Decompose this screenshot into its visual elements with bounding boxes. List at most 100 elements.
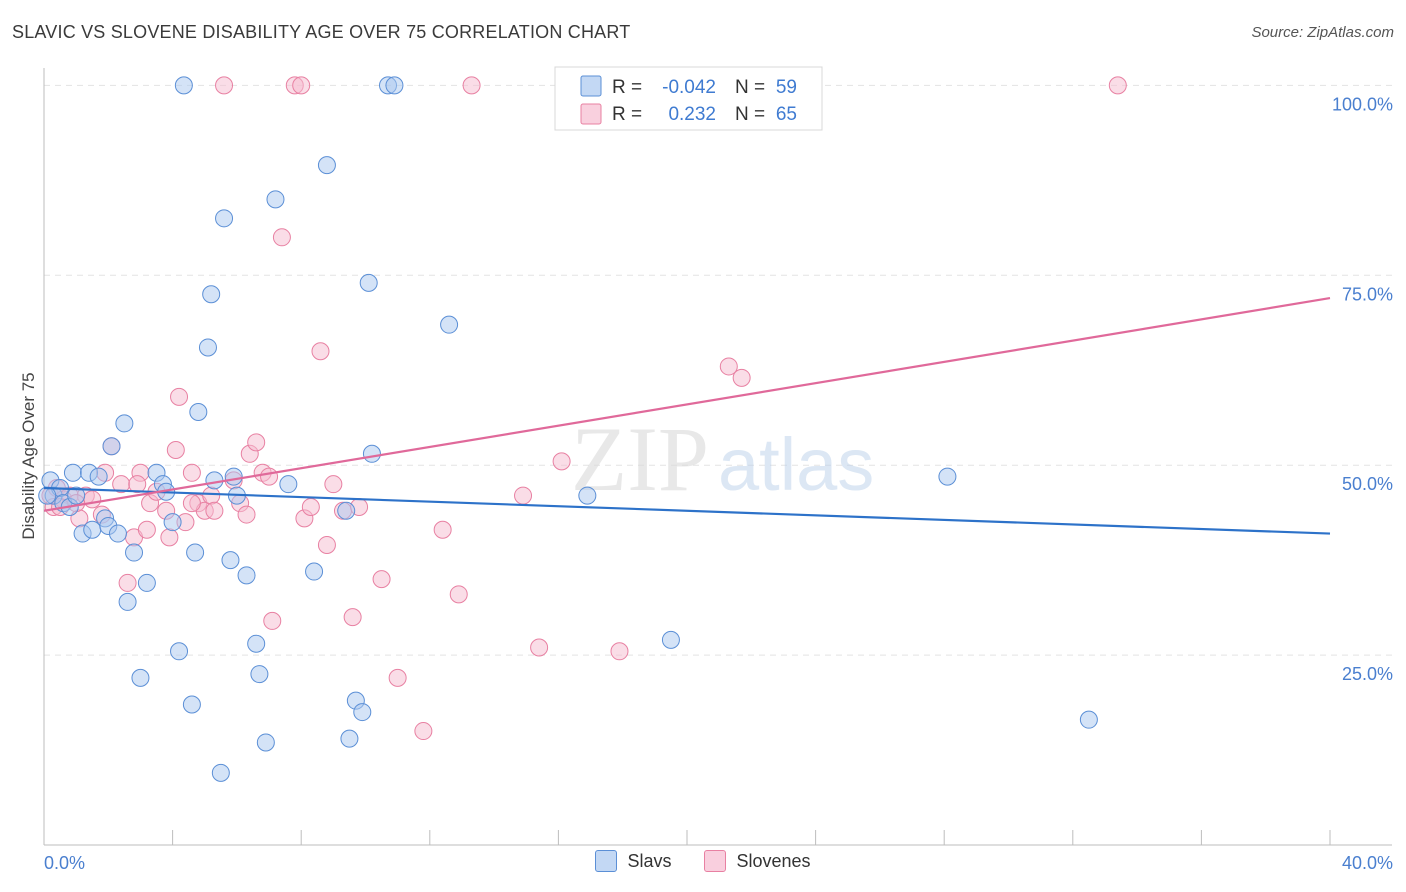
slav-point <box>221 551 240 570</box>
slovene-point <box>182 494 201 513</box>
trend-lines <box>43 296 1331 535</box>
y-tick-label: 100.0% <box>1332 94 1393 114</box>
slav-point <box>440 315 459 334</box>
slav-point <box>125 543 144 562</box>
slav-point <box>1079 710 1098 729</box>
slovene-point <box>205 501 224 520</box>
slovene-point <box>514 486 533 505</box>
slav-point <box>170 642 189 661</box>
slav-point <box>131 668 150 687</box>
legend-n-value-slavs: 59 <box>776 77 797 98</box>
legend-label-slovenes: Slovenes <box>736 850 811 871</box>
slovene-point <box>530 638 549 657</box>
slav-point <box>102 437 121 456</box>
watermark-atlas: atlas <box>718 423 874 506</box>
legend-n-value-slovenes: 65 <box>776 104 797 125</box>
slovene-point <box>182 463 201 482</box>
slovene-point <box>311 342 330 361</box>
slovene-point <box>83 490 102 509</box>
slav-point <box>211 763 230 782</box>
slav-point <box>224 467 243 486</box>
legend-swatch-slavs <box>580 75 602 97</box>
slovene-point <box>292 76 311 95</box>
slav-point <box>385 76 404 95</box>
tick-labels: 25.0% 50.0% 75.0% 100.0% 0.0% 40.0% <box>44 94 1393 873</box>
legend-r-label-slovenes: R = <box>612 104 642 125</box>
y-tick-label: 75.0% <box>1342 284 1393 304</box>
slovene-point <box>272 228 291 247</box>
slav-point <box>67 486 86 505</box>
legend-r-value-slavs: -0.042 <box>662 77 716 98</box>
bottom-legend: Slavs Slovenes <box>0 850 1406 877</box>
legend-n-label-slovenes: N = <box>735 104 765 125</box>
slovene-point <box>732 368 751 387</box>
legend-n-label-slavs: N = <box>735 77 765 98</box>
slav-point <box>89 467 108 486</box>
slovene-point <box>260 467 279 486</box>
gridlines <box>44 84 1392 656</box>
slav-point <box>266 190 285 209</box>
slav-point <box>186 543 205 562</box>
slovenes-trend-line <box>43 296 1331 512</box>
slav-point <box>938 467 957 486</box>
slav-point <box>279 475 298 494</box>
source-label: Source: ZipAtlas.com <box>1251 24 1394 41</box>
y-tick-label: 50.0% <box>1342 474 1393 494</box>
slav-point <box>118 592 137 611</box>
slav-point <box>578 486 597 505</box>
slovene-point <box>610 642 629 661</box>
slovene-point <box>317 535 336 554</box>
slovene-point <box>215 76 234 95</box>
slav-point <box>353 703 372 722</box>
slav-point <box>115 414 134 433</box>
slovene-point <box>388 668 407 687</box>
slavs-trend-line <box>43 486 1331 535</box>
slovene-point <box>372 570 391 589</box>
slav-point <box>359 273 378 292</box>
x-tick-label-end: 40.0% <box>1342 853 1393 873</box>
stats-legend: R = -0.042 N = 59 R = 0.232 N = 65 <box>554 66 823 131</box>
slovene-point <box>449 585 468 604</box>
slav-point <box>174 76 193 95</box>
slovene-point <box>1108 76 1127 95</box>
legend-item-slovenes: Slovenes <box>704 850 811 872</box>
slovene-point <box>343 608 362 627</box>
slav-point <box>337 501 356 520</box>
slovene-point <box>160 528 179 547</box>
slav-point <box>108 524 127 543</box>
slovene-point <box>118 573 137 592</box>
slav-point <box>38 486 57 505</box>
slovene-point <box>247 433 266 452</box>
y-tick-label: 25.0% <box>1342 664 1393 684</box>
slovene-point <box>324 475 343 494</box>
slovene-point <box>137 520 156 539</box>
slav-point <box>182 695 201 714</box>
slav-point <box>317 156 336 175</box>
slovene-point <box>552 452 571 471</box>
x-tick-label-start: 0.0% <box>44 853 85 873</box>
slav-point <box>250 665 269 684</box>
slovene-point <box>462 76 481 95</box>
slav-point <box>237 566 256 585</box>
legend-r-label-slavs: R = <box>612 77 642 98</box>
slav-point <box>215 209 234 228</box>
slav-point <box>63 463 82 482</box>
slovene-point <box>719 357 738 376</box>
slav-point <box>189 403 208 422</box>
slovene-point <box>237 505 256 524</box>
slovene-point <box>301 497 320 516</box>
slovene-point <box>433 520 452 539</box>
slav-point <box>137 573 156 592</box>
slovene-point <box>166 441 185 459</box>
slav-point <box>362 444 381 463</box>
slav-point <box>198 338 217 357</box>
slovene-point <box>414 722 433 741</box>
legend-item-slavs: Slavs <box>595 850 671 872</box>
legend-label-slavs: Slavs <box>627 850 672 871</box>
slav-point <box>163 513 182 532</box>
slav-point <box>205 471 224 490</box>
slav-point <box>305 562 324 581</box>
legend-r-value-slovenes: 0.232 <box>668 104 716 125</box>
slav-point <box>247 634 266 653</box>
